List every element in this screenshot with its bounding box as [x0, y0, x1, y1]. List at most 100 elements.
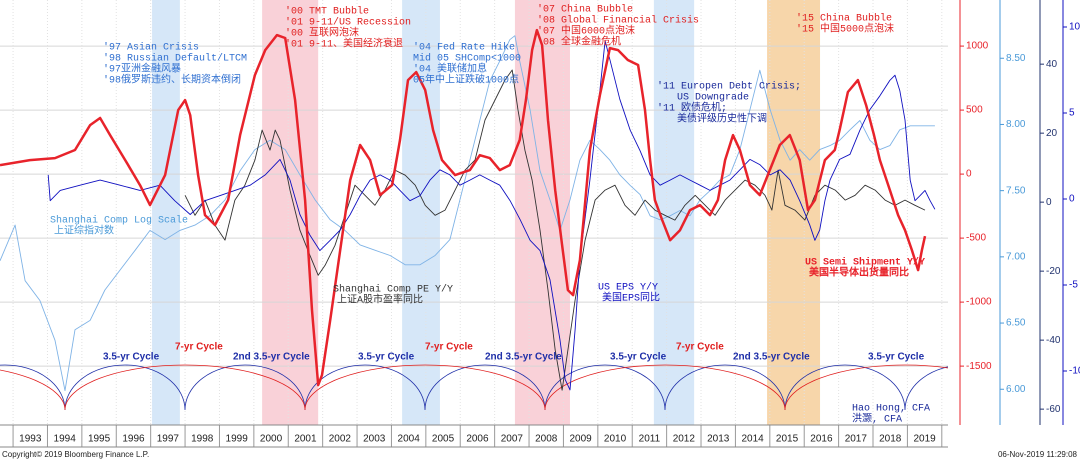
x-tick-label: 2010 — [604, 434, 627, 445]
y-tick-label: 7.50 — [1006, 185, 1026, 196]
x-tick-label: 2006 — [466, 434, 489, 445]
y-tick-label: -10 — [1069, 366, 1080, 377]
x-tick-label: 2011 — [639, 434, 661, 445]
x-tick-label: 2001 — [294, 434, 317, 445]
x-tick-label: 2005 — [432, 434, 455, 445]
y-tick-label: -40 — [1046, 335, 1061, 346]
y-tick-label: -5 — [1069, 280, 1078, 291]
annotation: Mid 05 SHComp<1000 — [413, 53, 521, 65]
series-label-cn: 美国半导体出货量同比 — [809, 266, 909, 280]
series-label-cn: 上证A股市盈率同比 — [337, 293, 423, 307]
cycle-label: 7-yr Cycle — [676, 342, 724, 353]
x-tick-label: 2018 — [879, 434, 902, 445]
event-band — [152, 0, 180, 425]
y-tick-label: 6.00 — [1006, 384, 1026, 395]
y-tick-label: -1500 — [966, 361, 992, 372]
annotation: '15 China Bubble — [796, 13, 892, 25]
event-band — [402, 0, 440, 425]
y-tick-label: 0 — [1046, 197, 1052, 208]
x-tick-label: 2008 — [535, 434, 558, 445]
annotation: '04 Fed Rate Hike — [413, 42, 515, 54]
y-tick-label: 8.50 — [1006, 53, 1026, 64]
series-label-cn: 美国EPS同比 — [602, 291, 660, 305]
series-label: Shanghai Comp Log Scale — [50, 215, 188, 227]
annotation: 05年中上证跌破1000点 — [413, 73, 519, 87]
annotation: '98俄罗斯违约、长期资本倒闭 — [103, 73, 241, 87]
footer-left: Copyright© 2019 Bloomberg Finance L.P. — [2, 450, 149, 459]
cycles — [0, 364, 948, 411]
footer-right: 06-Nov-2019 11:29:08 — [998, 450, 1078, 459]
x-tick-label: 2013 — [707, 434, 730, 445]
x-tick-label: 2019 — [913, 434, 936, 445]
x-tick-label: 2002 — [329, 434, 352, 445]
y-tick-label: 20 — [1046, 128, 1058, 139]
annotation: '04 美联储加息 — [413, 62, 487, 76]
annotation: '07 中国6000点泡沫 — [537, 24, 635, 38]
cycle-label: 3.5-yr Cycle — [610, 352, 667, 363]
annotation: '00 互联网泡沫 — [285, 26, 359, 40]
annotation: '01 9-11、美国经济衰退 — [285, 37, 403, 51]
y-tick-label: 8.00 — [1006, 119, 1026, 130]
cycle-label: 2nd 3.5-yr Cycle — [233, 352, 310, 363]
annotation: '98 Russian Default/LTCM — [103, 53, 247, 65]
cycle-label: 2nd 3.5-yr Cycle — [485, 352, 562, 363]
y-tick-label: -20 — [1046, 266, 1061, 277]
cycle-arc — [0, 364, 948, 411]
cycle-label: 3.5-yr Cycle — [358, 352, 415, 363]
x-tick-label: 1997 — [157, 434, 180, 445]
series-line — [0, 28, 927, 387]
x-tick-label: 2003 — [363, 434, 386, 445]
y-tick-label: 6.50 — [1006, 318, 1026, 329]
y-tick-label: 10 — [1069, 22, 1080, 33]
x-tick-label: 2009 — [570, 434, 593, 445]
x-tick-label: 1995 — [88, 434, 111, 445]
y-tick-label: 500 — [966, 105, 983, 116]
x-tick-label: 1994 — [54, 434, 77, 445]
series-line — [184, 69, 926, 391]
x-tick-label: 1998 — [191, 434, 214, 445]
x-tick-label: 2014 — [741, 434, 764, 445]
event-band — [514, 0, 570, 425]
x-tick-label: 1993 — [19, 434, 42, 445]
annotation: '15 中国5000点泡沫 — [796, 22, 894, 36]
series-label-cn: 上证综指对数 — [54, 224, 114, 238]
annotation: 美债评级历史性下调 — [677, 112, 767, 126]
event-band — [767, 0, 821, 425]
y-tick-label: -60 — [1046, 404, 1061, 415]
annotation: Hao Hong, CFA — [852, 404, 930, 415]
y-tick-label: -1000 — [966, 297, 992, 308]
annotation: '08 全球金融危机 — [537, 35, 621, 49]
x-tick-label: 2004 — [398, 434, 421, 445]
series-label: US Semi Shipment Y/Y — [805, 257, 925, 269]
x-tick-label: 1996 — [122, 434, 145, 445]
y-tick-label: 0 — [1069, 194, 1075, 205]
cycle-arc — [0, 364, 948, 411]
annotation: '97亚洲金融风暴 — [103, 62, 181, 76]
x-tick-label: 2007 — [501, 434, 524, 445]
cycle-label: 2nd 3.5-yr Cycle — [733, 352, 810, 363]
x-tick-label: 1999 — [226, 434, 249, 445]
x-tick-label: 2000 — [260, 434, 283, 445]
x-tick-label: 2012 — [673, 434, 696, 445]
annotation: '11 Europen Debt Crisis; — [657, 81, 801, 93]
grid — [0, 0, 948, 425]
x-tick-label: 2015 — [776, 434, 799, 445]
x-tick-label: 2016 — [810, 434, 833, 445]
annotation: '01 9-11/US Recession — [285, 17, 411, 29]
annotation: 洪灏, CFA — [852, 413, 902, 426]
annotation: '97 Asian Crisis — [103, 42, 199, 54]
y-tick-label: 40 — [1046, 59, 1058, 70]
annotation: '00 TMT Bubble — [285, 6, 369, 18]
annotation: US Downgrade — [677, 92, 749, 104]
series-label: US EPS Y/Y — [598, 282, 658, 294]
series-line — [47, 40, 936, 391]
y-tick-label: 7.00 — [1006, 251, 1026, 262]
axes: 1993 1994 1995 1996 1997 1998 1999 2000 2001 2002… — [0, 0, 1080, 448]
x-tick-label: 2017 — [845, 434, 868, 445]
y-tick-label: -500 — [966, 233, 986, 244]
y-tick-label: 1000 — [966, 41, 989, 52]
y-tick-label: 5 — [1069, 108, 1075, 119]
y-tick-label: 0 — [966, 169, 972, 180]
